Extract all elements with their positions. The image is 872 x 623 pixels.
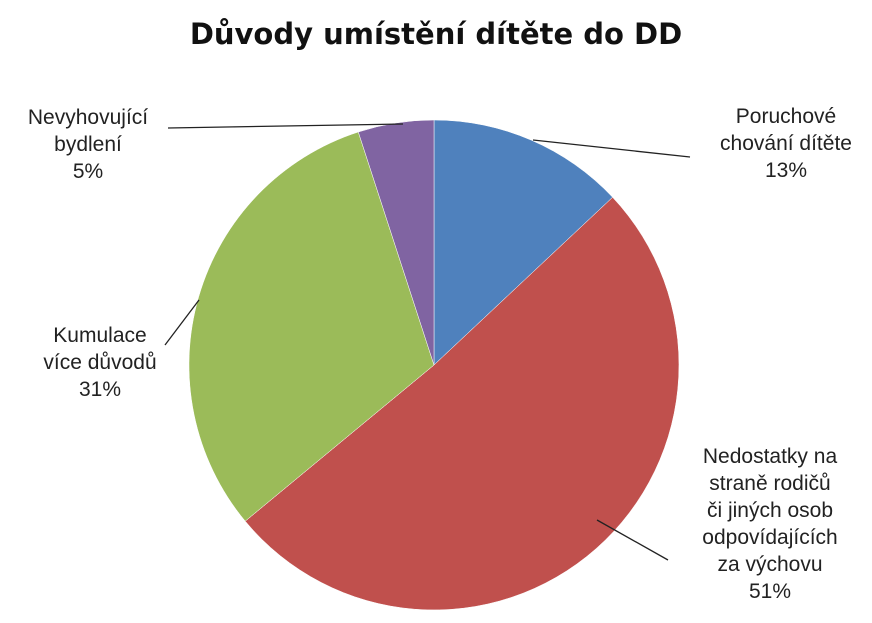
chart-title: Důvody umístění dítěte do DD	[190, 17, 682, 51]
slice-label-line: 13%	[765, 159, 807, 182]
slice-label-line: více důvodů	[43, 351, 156, 374]
pie-slice-2	[244, 196, 680, 611]
pie-slices	[188, 119, 680, 611]
slice-label-line: za výchovu	[717, 553, 822, 576]
slice-labels: Poruchové chování dítěte 13% Nedostatky na s…	[28, 105, 852, 603]
slice-label-line: 5%	[73, 160, 103, 183]
slice-label-1: Poruchové chování dítěte 13%	[720, 105, 852, 182]
slice-label-3: Kumulace více důvodů 31%	[43, 324, 156, 401]
leader-line-3	[164, 299, 200, 346]
leader-line-2	[596, 519, 669, 561]
leader-lines	[164, 123, 691, 561]
slice-label-line: straně rodičů	[709, 472, 830, 495]
slice-label-line: Nevyhovující	[28, 106, 148, 129]
pie-slice-1	[433, 119, 613, 366]
slice-label-line: 31%	[79, 378, 121, 401]
slice-label-line: Nedostatky na	[703, 445, 838, 468]
pie-slice-4	[357, 119, 435, 366]
leader-line-4	[167, 123, 404, 129]
pie-slice-3	[188, 131, 435, 522]
slice-label-line: Kumulace	[53, 324, 146, 347]
slice-label-line: chování dítěte	[720, 132, 852, 155]
slice-label-line: 51%	[749, 580, 791, 603]
slice-label-line: či jiných osob	[707, 499, 833, 522]
slice-label-line: odpovídajících	[702, 526, 837, 549]
slice-label-line: bydlení	[54, 133, 122, 156]
slice-label-4: Nevyhovující bydlení 5%	[28, 106, 148, 183]
slice-label-line: Poruchové	[736, 105, 836, 128]
slice-label-2: Nedostatky na straně rodičů či jiných osob…	[702, 445, 837, 603]
leader-line-1	[532, 139, 691, 158]
